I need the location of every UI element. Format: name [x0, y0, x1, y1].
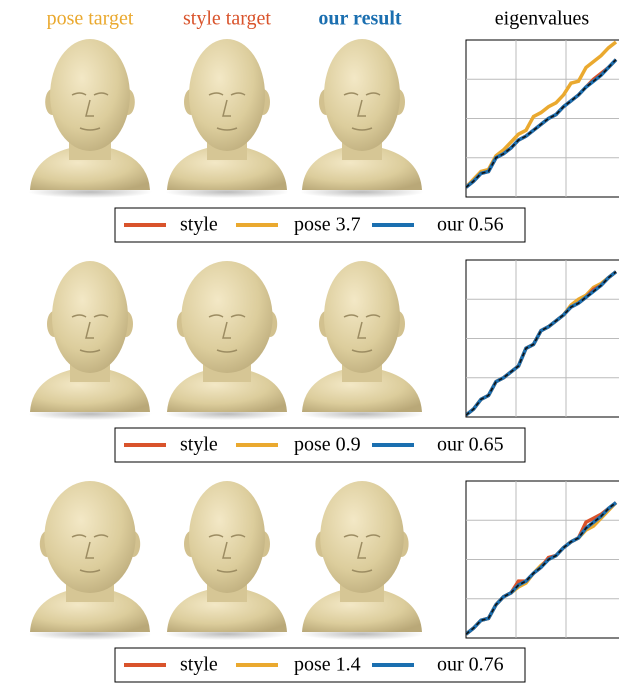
shoulders [302, 590, 422, 632]
shoulders [30, 370, 150, 412]
shoulders [167, 370, 287, 412]
legend-label: style [180, 214, 218, 236]
face-features [71, 92, 109, 131]
shoulders [167, 148, 287, 190]
legend-box [114, 647, 526, 683]
face-features [343, 314, 381, 353]
skull [44, 481, 136, 593]
shoulders [30, 590, 150, 632]
face-features [208, 534, 246, 573]
column-title: eigenvalues [495, 8, 590, 30]
column-title: our result [318, 8, 401, 30]
skull [50, 39, 130, 151]
legend-label: our 0.56 [437, 214, 504, 236]
legend-label: pose 3.7 [294, 214, 361, 236]
series-line [466, 40, 618, 189]
series-line-dash [466, 59, 617, 188]
skull [181, 261, 273, 373]
face-features [71, 314, 109, 353]
series-line-dash [466, 271, 617, 416]
legend-label: pose 1.4 [294, 654, 361, 676]
face-features [208, 92, 246, 131]
legend-label: style [180, 654, 218, 676]
head-render [28, 39, 152, 198]
head-render [165, 39, 289, 198]
face-features [71, 534, 109, 573]
legend-label: our 0.65 [437, 434, 504, 456]
head-render [165, 261, 289, 420]
head-render [300, 481, 424, 640]
skull [324, 39, 400, 151]
skull [189, 481, 265, 593]
shoulders [30, 148, 150, 190]
legend-label: pose 0.9 [294, 434, 361, 456]
skull [52, 261, 128, 373]
head-render [28, 481, 152, 640]
legend-label: our 0.76 [437, 654, 504, 676]
skull [189, 39, 265, 151]
head-render [165, 481, 289, 640]
skull [320, 481, 404, 593]
head-render [300, 261, 424, 420]
head-render [300, 39, 424, 198]
shoulders [167, 590, 287, 632]
series-line [466, 270, 618, 417]
column-title: pose target [47, 8, 134, 30]
legend-label: style [180, 434, 218, 456]
face-features [208, 314, 246, 353]
face-features [343, 534, 381, 573]
shoulders [302, 148, 422, 190]
series-line [466, 501, 618, 636]
legend-box [114, 207, 526, 243]
skull [324, 261, 400, 373]
legend-box [114, 427, 526, 463]
series-line-dash [466, 501, 617, 635]
column-title: style target [183, 8, 271, 30]
face-features [343, 92, 381, 131]
shoulders [302, 370, 422, 412]
head-render [28, 261, 152, 420]
